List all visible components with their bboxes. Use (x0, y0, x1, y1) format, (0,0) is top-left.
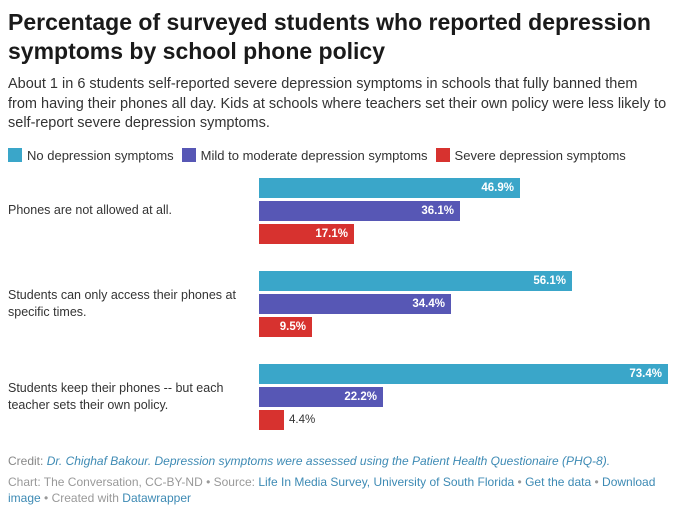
bar-phones-not-allowed-mild-moderate (259, 201, 460, 221)
source-link[interactable]: Life In Media Survey, University of Sout… (258, 475, 515, 489)
bar-teacher-policy-mild-moderate (259, 387, 383, 407)
bar-teacher-policy-no-depression (259, 364, 668, 384)
data-label-phones-not-allowed-mild-moderate: 36.1% (421, 205, 454, 217)
bar-phones-not-allowed-no-depression (259, 178, 520, 198)
download-image-link[interactable]: Download image (8, 475, 656, 505)
legend-swatch-mild-moderate (181, 148, 196, 162)
separator: • (517, 475, 522, 489)
credit-prefix: Credit: (8, 454, 44, 468)
bar-specific-times-severe (259, 317, 312, 337)
legend-swatch-severe (435, 148, 450, 162)
legend-label-no-depression: No depression symptoms (27, 147, 174, 163)
get-data-link[interactable]: Get the data (525, 475, 592, 489)
category-label-specific-times: Students can only access their phones at… (8, 288, 236, 319)
legend-item-mild-moderate: Mild to moderate depression symptoms (181, 147, 428, 163)
legend: No depression symptoms Mild to moderate … (8, 147, 634, 163)
category-label-phones-not-allowed: Phones are not allowed at all. (8, 203, 172, 217)
data-label-specific-times-severe: 9.5% (279, 321, 306, 333)
chart-subtitle: About 1 in 6 students self-reported seve… (8, 76, 667, 131)
data-label-phones-not-allowed-severe: 17.1% (315, 228, 348, 240)
chart-title: Percentage of surveyed students who repo… (8, 9, 651, 64)
data-label-specific-times-no-depression: 56.1% (533, 275, 566, 287)
chart-notes: Chart: The Conversation, CC-BY-ND • Sour… (8, 474, 670, 506)
bar-phones-not-allowed-severe (259, 224, 354, 244)
created-with-prefix: • Created with (44, 491, 119, 505)
legend-label-severe: Severe depression symptoms (454, 147, 626, 163)
data-label-specific-times-mild-moderate: 34.4% (412, 298, 445, 310)
datawrapper-link[interactable]: Datawrapper (122, 491, 191, 505)
legend-item-severe: Severe depression symptoms (435, 147, 626, 163)
separator: • (594, 475, 599, 489)
bar-specific-times-mild-moderate (259, 294, 451, 314)
legend-label-mild-moderate: Mild to moderate depression symptoms (200, 147, 428, 163)
bar-specific-times-no-depression (259, 271, 572, 291)
data-label-teacher-policy-no-depression: 73.4% (629, 368, 662, 380)
bar-teacher-policy-severe (259, 410, 284, 430)
data-label-teacher-policy-mild-moderate: 22.2% (344, 391, 377, 403)
chart-source-prefix: Chart: The Conversation, CC-BY-ND • Sour… (8, 475, 255, 489)
data-label-teacher-policy-severe: 4.4% (289, 414, 316, 426)
data-label-phones-not-allowed-no-depression: 46.9% (481, 182, 514, 194)
credit-text[interactable]: Dr. Chighaf Bakour. Depression symptoms … (46, 454, 611, 468)
legend-swatch-no-depression (8, 148, 22, 162)
legend-item-no-depression: No depression symptoms (8, 148, 174, 163)
credit-line: Credit: Dr. Chighaf Bakour. Depression s… (8, 453, 670, 469)
category-label-teacher-policy: Students keep their phones -- but each t… (8, 381, 224, 412)
